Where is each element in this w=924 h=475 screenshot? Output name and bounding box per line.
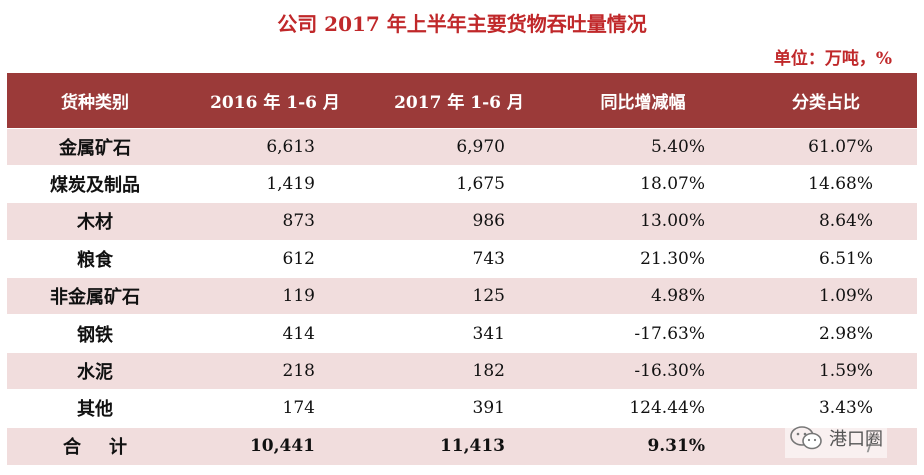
row-yoy: -16.30% [551,351,735,390]
row-share: 61.07% [735,127,917,166]
row-category: 煤炭及制品 [7,164,183,203]
row-2017: 341 [367,314,551,353]
header-2016: 2016 年 1-6 月 [210,92,340,113]
table-row: 其他 174 391 124.44% 3.43% [7,389,917,428]
table-row: 非金属矿石 119 125 4.98% 1.09% [7,277,917,315]
total-row: 合计 10,441 11,413 9.31% / [7,426,917,465]
row-2017: 986 [367,202,551,241]
table-row: 粮食 612 743 21.30% 6.51% [7,239,917,278]
row-category: 非金属矿石 [7,277,183,315]
row-yoy: 18.07% [551,164,735,203]
row-category: 水泥 [7,351,183,390]
row-2016: 6,613 [183,127,367,166]
row-category: 粮食 [7,239,183,278]
row-yoy: 21.30% [551,239,735,278]
unit-label: 单位：万吨，% [773,49,892,69]
row-category: 钢铁 [7,314,183,353]
row-yoy: -17.63% [551,314,735,353]
row-2016: 612 [183,239,367,278]
table-header-row: 货种类别 2016 年 1-6 月 2017 年 1-6 月 同比增减幅 分类占… [7,73,917,128]
table-row: 金属矿石 6,613 6,970 5.40% 61.07% [7,127,917,166]
row-2016: 873 [183,202,367,241]
header-yoy: 同比增减幅 [600,92,686,113]
row-2017: 125 [367,277,551,315]
row-2017: 391 [367,389,551,428]
row-category: 金属矿石 [7,127,183,166]
row-category: 木材 [7,202,183,241]
row-2017: 1,675 [367,164,551,203]
row-2017: 743 [367,239,551,278]
row-share: 1.59% [735,351,917,390]
row-yoy: 124.44% [551,389,735,428]
row-2017: 6,970 [367,127,551,166]
row-2016: 1,419 [183,164,367,203]
row-share: 2.98% [735,314,917,353]
row-share: 8.64% [735,202,917,241]
row-2016: 414 [183,314,367,353]
throughput-table: 货种类别 2016 年 1-6 月 2017 年 1-6 月 同比增减幅 分类占… [7,73,917,465]
watermark: 港口圈 [785,418,887,458]
total-yoy: 9.31% [551,426,735,465]
header-share: 分类占比 [792,92,860,113]
total-2017: 11,413 [367,426,551,465]
row-share: 14.68% [735,164,917,203]
row-2017: 182 [367,351,551,390]
total-2016: 10,441 [183,426,367,465]
row-yoy: 4.98% [551,277,735,315]
table-row: 煤炭及制品 1,419 1,675 18.07% 14.68% [7,164,917,203]
table-row: 木材 873 986 13.00% 8.64% [7,202,917,241]
row-share: 1.09% [735,277,917,315]
row-yoy: 5.40% [551,127,735,166]
header-2017: 2017 年 1-6 月 [394,92,524,113]
watermark-text: 港口圈 [829,429,883,450]
row-category: 其他 [7,389,183,428]
row-yoy: 13.00% [551,202,735,241]
page-title: 公司 2017 年上半年主要货物吞吐量情况 [277,12,647,36]
row-2016: 218 [183,351,367,390]
table-row: 水泥 218 182 -16.30% 1.59% [7,351,917,390]
row-share: 6.51% [735,239,917,278]
row-2016: 174 [183,389,367,428]
row-2016: 119 [183,277,367,315]
total-label: 合计 [7,426,183,465]
header-category: 货种类别 [61,92,129,113]
table-row: 钢铁 414 341 -17.63% 2.98% [7,314,917,353]
wechat-icon [790,426,822,450]
